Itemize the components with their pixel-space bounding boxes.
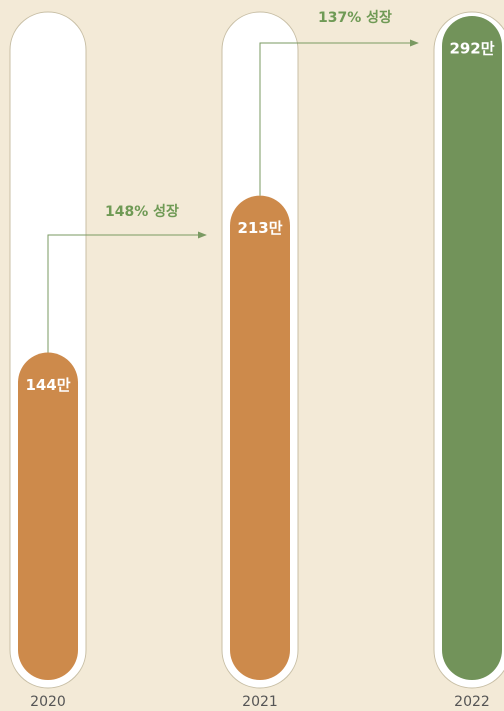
x-tick-label: 2022 (454, 694, 490, 710)
growth-arrow (47, 231, 207, 353)
growth-arrow (259, 39, 419, 196)
x-tick-label: 2020 (30, 694, 66, 710)
x-tick-label: 2021 (242, 694, 278, 710)
value-label: 213만 (237, 219, 282, 237)
value-label: 144만 (25, 376, 70, 394)
bar (442, 16, 502, 680)
growth-annotation: 148% 성장 (105, 203, 179, 220)
bar (230, 195, 290, 680)
value-label: 292만 (449, 40, 494, 58)
growth-annotation: 137% 성장 (318, 9, 392, 26)
bar (18, 352, 78, 680)
